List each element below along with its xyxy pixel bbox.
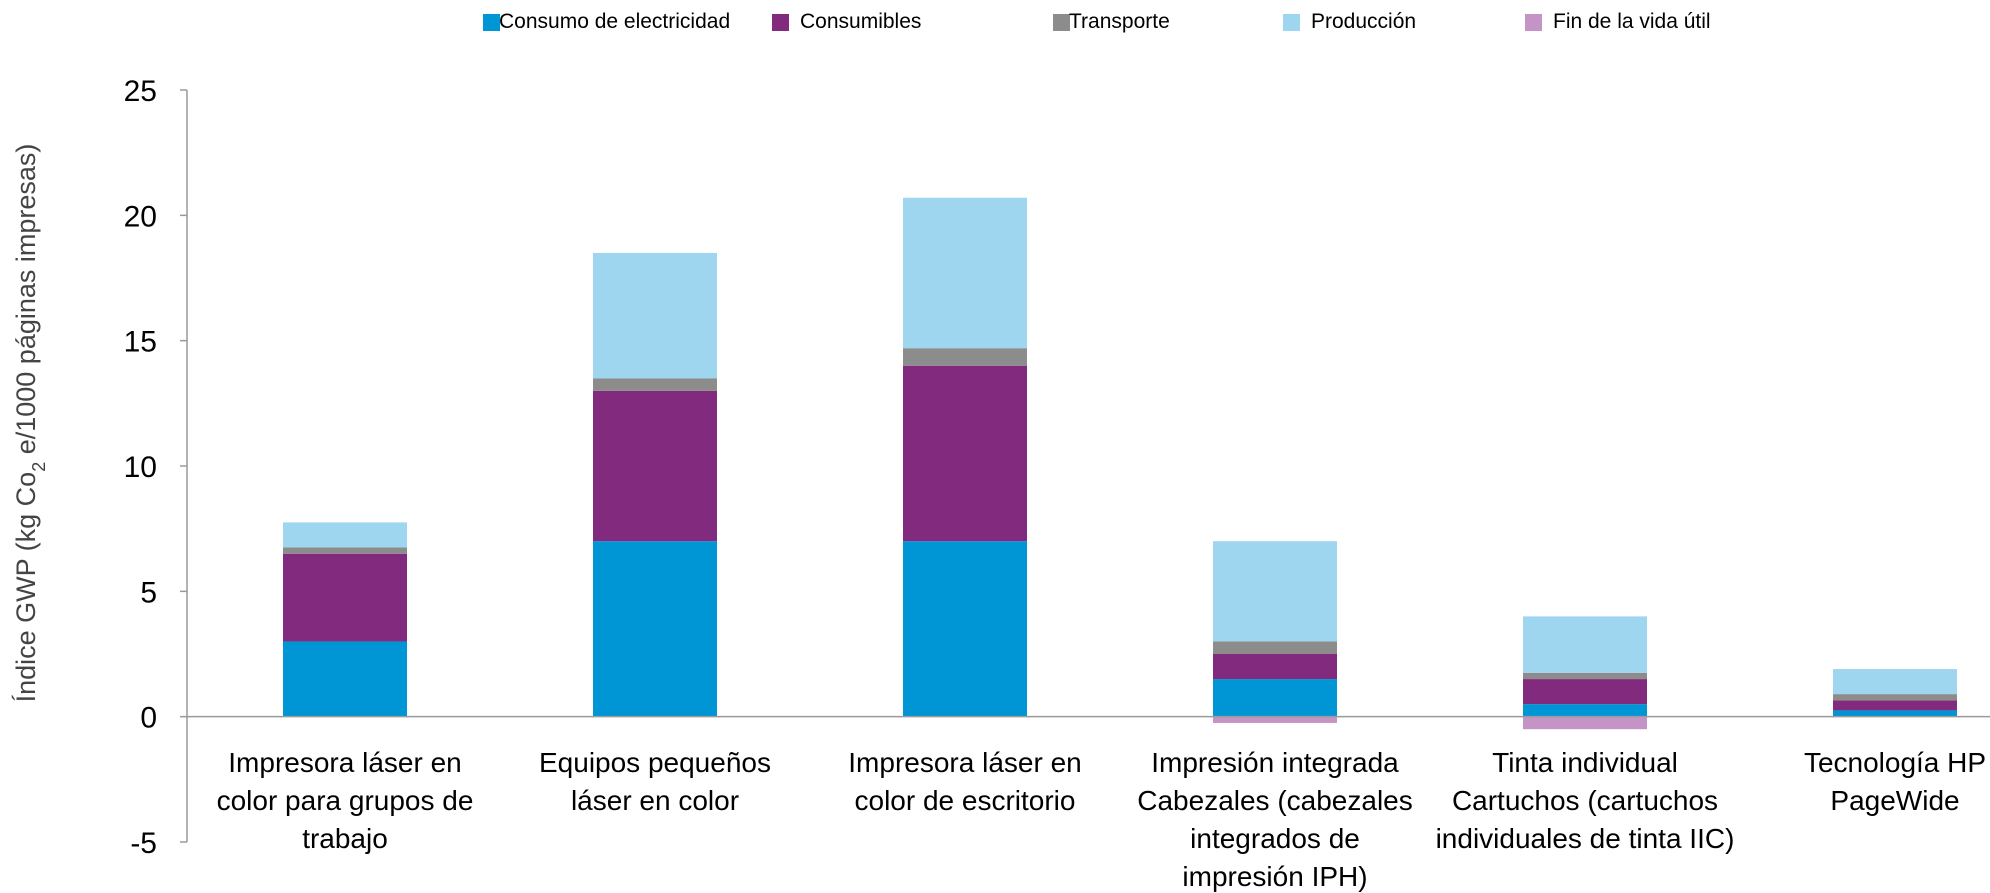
y-tick-label: 5 [140,576,157,609]
legend-label-4: Fin de la vida útil [1553,10,1711,33]
y-tick-label: 10 [124,451,157,484]
category-label: Equipos pequeños láser en color [539,747,771,816]
y-tick-label: -5 [130,827,157,860]
bar-segment [1523,616,1647,673]
bar-segment [593,252,717,379]
bar-segment [903,348,1027,366]
legend-swatch-1 [772,14,789,31]
bar-segment [1833,700,1957,711]
legend-label-3: Producción [1311,10,1416,33]
y-tick-label: 15 [124,326,157,359]
bar-segment [1523,716,1647,730]
y-tick-label: 25 [124,75,157,108]
y-tick-label: 0 [140,702,157,735]
bar-segment [903,365,1027,542]
bar-segment [903,197,1027,349]
bar-segment [1523,704,1647,717]
legend-label-0: Consumo de electricidad [499,10,730,33]
bar-segment [1213,716,1337,723]
bar-segment [1213,641,1337,654]
bar-segment [593,541,717,717]
bar-segment [1213,654,1337,680]
bars [283,197,1957,730]
legend-label-2: Transporte [1069,10,1170,33]
legend-swatch-3 [1283,14,1300,31]
bar-segment [1833,694,1957,701]
legend-swatch-4 [1525,14,1542,31]
bar-segment [1833,710,1957,717]
bar-segment [283,553,407,642]
category-label: Impresora láser en color para grupos de tr… [217,747,474,854]
bar-segment [903,541,1027,717]
bar-segment [593,378,717,391]
bar-segment [283,547,407,554]
bar-segment [1523,679,1647,705]
bar-segment [1213,679,1337,717]
bar-segment [1833,669,1957,695]
x-axis: Impresora láser en color para grupos de tr… [187,715,1990,892]
category-label: Impresora láser en color de escritorio [848,747,1081,816]
category-label: Tecnología HP PageWide [1804,747,1986,816]
legend-label-1: Consumibles [800,10,921,33]
y-axis-label: Índice GWP (kg Co2 e/1000 páginas impres… [11,144,49,703]
y-tick-label: 20 [124,200,157,233]
legend-swatch-0 [483,14,500,31]
bar-segment [283,641,407,717]
bar-segment [1523,672,1647,680]
category-label: Tinta individual Cartuchos (cartuchos indi… [1436,747,1735,854]
bar-segment [283,522,407,548]
category-label: Impresión integrada Cabezales (cabezales i… [1137,747,1413,892]
bar-segment [593,390,717,542]
legend: Consumo de electricidad Consumibles Transp… [483,10,1711,33]
y-axis: -5 0 5 10 15 20 25 [124,75,188,860]
bar-segment [1213,541,1337,642]
legend-swatch-2 [1053,14,1070,31]
